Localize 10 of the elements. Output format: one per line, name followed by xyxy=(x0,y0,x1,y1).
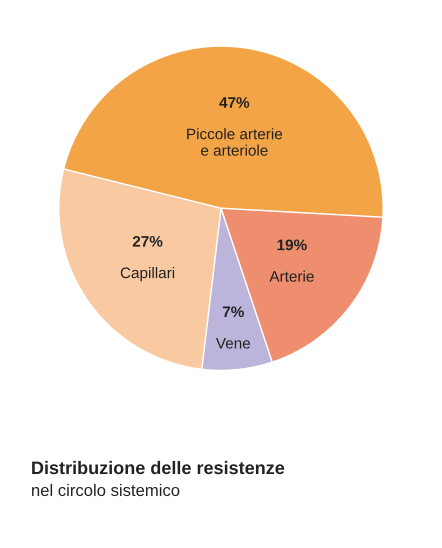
text: Distribuzione delle resistenze xyxy=(32,460,284,474)
text: nel circolo sistemico xyxy=(32,484,180,496)
slice-label: Piccole arterie e arteriole xyxy=(187,128,282,156)
data-label: 47% xyxy=(219,97,250,108)
slice-label: Arterie xyxy=(269,270,314,282)
slice-label: Vene xyxy=(216,338,250,349)
data-label: 19% xyxy=(278,239,307,250)
data-label: 27% xyxy=(132,236,162,247)
slice-label: Capillari xyxy=(120,267,174,282)
data-label: 7% xyxy=(222,306,244,318)
